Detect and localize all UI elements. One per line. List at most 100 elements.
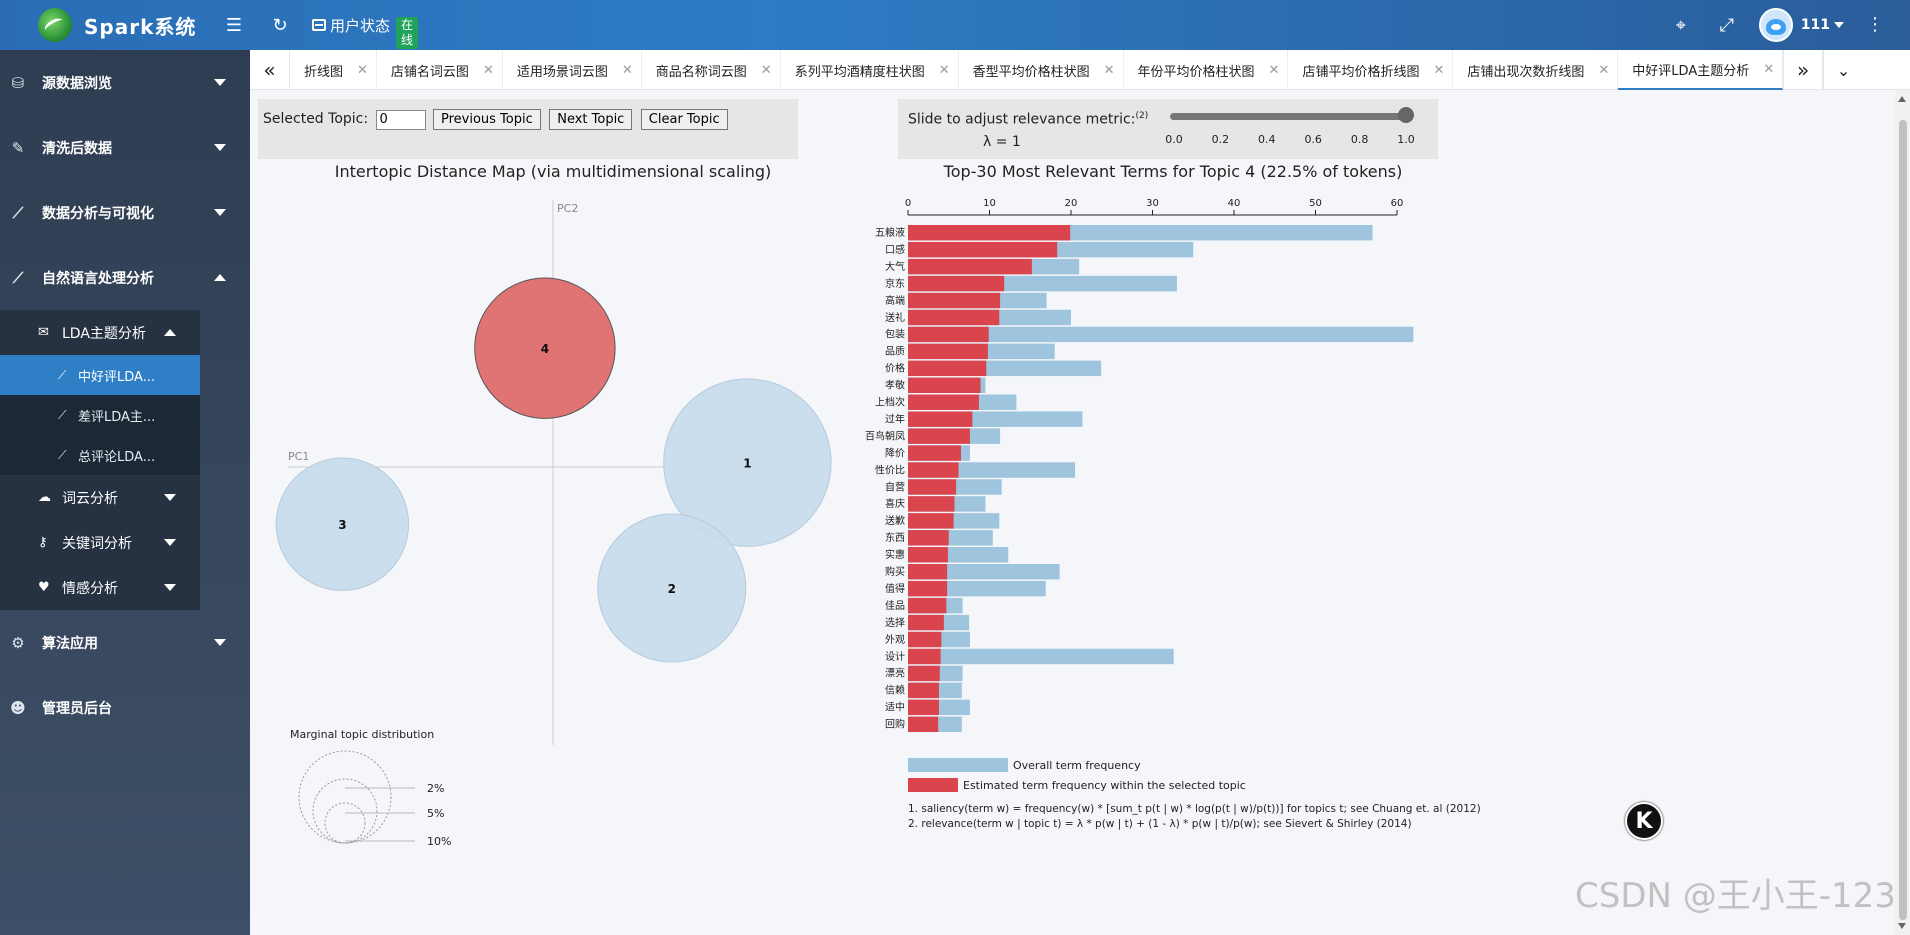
close-icon[interactable]: ✕ — [1763, 61, 1775, 77]
sidebar-item-lda[interactable]: ✉ LDA主题分析 — [0, 310, 200, 355]
close-icon[interactable]: ✕ — [621, 62, 633, 78]
term-label: 降价 — [885, 446, 905, 459]
clear-topic-button[interactable]: Clear Topic — [640, 109, 728, 130]
tab-bar: « 折线图 ✕ 店铺名词云图 ✕ 适用场景词云图 ✕ 商品名称词云图 ✕ 系列平均酒精度… — [250, 50, 1910, 90]
next-topic-button[interactable]: Next Topic — [549, 109, 633, 130]
sidebar-item-algorithms[interactable]: ⚙ 算法应用 — [0, 610, 250, 675]
topic-controls: Selected Topic: Previous Topic Next Topi… — [258, 99, 798, 159]
close-icon[interactable]: ✕ — [760, 62, 772, 78]
sidebar-item-keywords[interactable]: ⚷ 关键词分析 — [0, 520, 200, 565]
topic-label-1: 1 — [743, 457, 751, 471]
tab-year-price[interactable]: 年份平均价格柱状图 ✕ — [1124, 50, 1289, 90]
tab-label: 香型平均价格柱状图 — [972, 64, 1090, 80]
selected-topic-input[interactable] — [375, 109, 426, 130]
tab-aroma-price[interactable]: 香型平均价格柱状图 ✕ — [959, 50, 1124, 90]
sidebar-item-positive-lda[interactable]: ⟋ 中好评LDA... — [0, 355, 200, 395]
tab-label: 中好评LDA主题分析 — [1632, 63, 1750, 79]
scroll-up-icon[interactable] — [1898, 96, 1906, 102]
x-tick-label: 40 — [1228, 198, 1241, 209]
sidebar-item-cleaned-data[interactable]: ✎ 清洗后数据 — [0, 115, 250, 180]
sidebar-item-analysis[interactable]: ⟋ 数据分析与可视化 — [0, 180, 250, 245]
sidebar-item-label: 关键词分析 — [62, 535, 132, 552]
database-icon — [312, 19, 326, 31]
tab-positive-lda[interactable]: 中好评LDA主题分析 ✕ — [1618, 50, 1784, 90]
fullscreen-icon[interactable]: ⤢ — [1719, 14, 1734, 36]
chevron-down-icon — [214, 209, 226, 216]
tag-icon[interactable]: ⌖ — [1675, 14, 1686, 36]
scrollbar[interactable] — [1895, 90, 1910, 935]
tab-label: 店铺出现次数折线图 — [1467, 64, 1585, 80]
sidebar-item-negative-lda[interactable]: ⟋ 差评LDA主... — [0, 395, 200, 435]
scroll-down-icon[interactable] — [1898, 923, 1906, 929]
term-label: 自营 — [885, 480, 905, 493]
sidebar-item-admin[interactable]: ☻ 管理员后台 — [0, 675, 250, 740]
tab-scroll-left-icon[interactable]: « — [250, 50, 290, 90]
tab-series-alcohol[interactable]: 系列平均酒精度柱状图 ✕ — [781, 50, 959, 90]
tab-shop-wordcloud[interactable]: 店铺名词云图 ✕ — [377, 50, 503, 90]
tab-shop-count[interactable]: 店铺出现次数折线图 ✕ — [1453, 50, 1619, 90]
tab-product-wordcloud[interactable]: 商品名称词云图 ✕ — [642, 50, 781, 90]
sidebar-item-nlp[interactable]: ⟋ 自然语言处理分析 — [0, 245, 250, 310]
menu-toggle-icon[interactable]: ☰ — [225, 14, 243, 36]
floating-k-button[interactable]: K — [1625, 802, 1663, 840]
topic-bar — [908, 648, 941, 665]
topic-bar — [908, 462, 959, 478]
sidebar-item-source-data[interactable]: ⛁ 源数据浏览 — [0, 50, 250, 115]
slider-handle[interactable] — [1398, 107, 1414, 123]
close-icon[interactable]: ✕ — [1103, 62, 1115, 78]
tab-scene-wordcloud[interactable]: 适用场景词云图 ✕ — [503, 50, 642, 90]
tab-shop-price[interactable]: 店铺平均价格折线图 ✕ — [1288, 50, 1454, 90]
topic-bar — [908, 428, 970, 444]
close-icon[interactable]: ✕ — [357, 62, 368, 78]
close-icon[interactable]: ✕ — [1433, 62, 1445, 78]
footnote-1: 1. saliency(term w) = frequency(w) * [su… — [908, 803, 1481, 815]
heart-icon: ♥ — [38, 580, 50, 595]
topic-label-4: 4 — [541, 342, 549, 356]
tab-menu-chevron-down-icon[interactable]: ⌄ — [1823, 50, 1863, 90]
tab-scroll-right-icon[interactable]: » — [1783, 50, 1824, 90]
topic-circle-3 — [275, 457, 410, 591]
term-label: 五粮液 — [875, 226, 905, 239]
more-vertical-icon[interactable]: ⋮ — [1866, 14, 1884, 35]
x-tick-label: 60 — [1391, 198, 1404, 209]
chevron-down-icon — [214, 639, 226, 646]
avatar[interactable] — [1758, 8, 1793, 42]
term-label: 漂亮 — [885, 667, 905, 680]
term-label: 购买 — [885, 565, 905, 578]
scroll-thumb[interactable] — [1899, 120, 1907, 920]
close-icon[interactable]: ✕ — [1598, 62, 1610, 78]
lambda-value: λ = 1 — [983, 134, 1021, 150]
close-icon[interactable]: ✕ — [1268, 62, 1280, 78]
sidebar-item-label: 总评论LDA... — [78, 449, 156, 465]
tab-label: 店铺平均价格折线图 — [1302, 64, 1420, 80]
close-icon[interactable]: ✕ — [938, 62, 950, 78]
term-label: 百鸟朝凤 — [865, 429, 905, 442]
sidebar-item-label: 源数据浏览 — [42, 75, 112, 92]
topic-circle-4 — [474, 277, 616, 419]
user-status[interactable]: 用户状态 在线 — [312, 1, 419, 49]
topic-bar — [908, 258, 1032, 275]
brand[interactable]: Spark系统 — [0, 8, 220, 42]
term-label: 值得 — [885, 582, 905, 595]
refresh-icon[interactable]: ↻ — [272, 14, 288, 36]
chevron-down-icon — [214, 79, 226, 86]
topic-bar — [908, 564, 948, 580]
username[interactable]: 111 — [1800, 17, 1830, 33]
sidebar-item-all-lda[interactable]: ⟋ 总评论LDA... — [0, 435, 200, 475]
sidebar-item-sentiment[interactable]: ♥ 情感分析 — [0, 565, 200, 610]
tab-line-chart[interactable]: 折线图 ✕ — [290, 50, 377, 90]
sidebar-item-wordcloud[interactable]: ☁ 词云分析 — [0, 475, 200, 520]
previous-topic-button[interactable]: Previous Topic — [432, 109, 541, 130]
chevron-down-icon[interactable] — [1834, 22, 1844, 28]
close-icon[interactable]: ✕ — [482, 62, 494, 78]
topic-bar — [908, 309, 1000, 326]
chevron-down-icon — [214, 144, 226, 151]
legend-topic-swatch — [908, 778, 958, 792]
robot-icon: ⚙ — [11, 633, 25, 652]
slider-tick-label: 0.2 — [1211, 133, 1230, 146]
pc2-label: PC2 — [557, 202, 578, 215]
footnote-2: 2. relevance(term w | topic t) = λ * p(w… — [908, 818, 1412, 830]
slider-track[interactable] — [1170, 113, 1410, 120]
topic-bar — [908, 665, 940, 682]
term-label: 上档次 — [875, 396, 905, 409]
